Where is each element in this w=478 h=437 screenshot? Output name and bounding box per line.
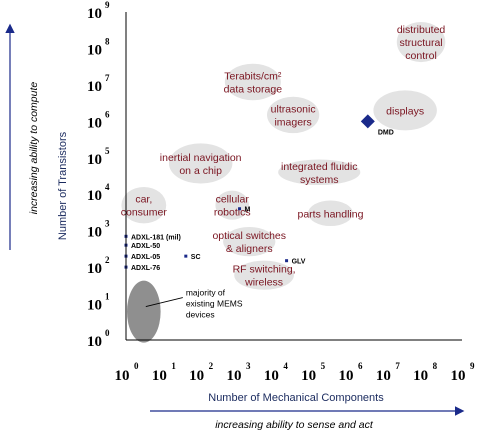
y-tick-label-5: 10 <box>87 152 102 168</box>
device-marker-1 <box>238 207 242 211</box>
x-tick-exp-2: 2 <box>209 361 214 371</box>
y-tick-exp-1: 1 <box>105 292 110 302</box>
region-label-3-1: imagers <box>274 116 311 128</box>
region-label-3-0: ultrasonic <box>271 103 316 115</box>
y-tick-label-1: 10 <box>87 298 102 314</box>
y-direction-label: increasing ability to compute <box>28 82 40 215</box>
region-blob-9 <box>223 227 276 257</box>
annotation-line-1: existing MEMS <box>186 299 243 309</box>
region-label-1-0: Terabits/cm² <box>224 71 282 83</box>
region-blob-8 <box>308 200 353 227</box>
y-tick-label-9: 10 <box>87 6 102 22</box>
y-tick-label-8: 10 <box>87 42 102 58</box>
y-tick-exp-8: 8 <box>105 36 110 46</box>
region-blob-0 <box>396 21 446 63</box>
x-tick-label-1: 10 <box>152 368 167 384</box>
y-tick-label-4: 10 <box>87 188 102 204</box>
y-tick-exp-4: 4 <box>105 182 110 192</box>
region-label-6-1: consumer <box>121 207 168 219</box>
region-label-2-0: displays <box>386 105 424 117</box>
y-axis-title: Number of Transistors <box>57 131 69 240</box>
x-tick-exp-7: 7 <box>395 361 400 371</box>
device-marker-2 <box>285 259 289 263</box>
device-label-4: ADXL-181 (mil) <box>131 234 181 241</box>
device-label-7: ADXL-76 <box>131 265 160 272</box>
region-label-5-1: systems <box>300 174 339 186</box>
y-tick-label-6: 10 <box>87 115 102 131</box>
y-tick-exp-3: 3 <box>105 219 110 229</box>
annotation-line-2: devices <box>186 310 215 320</box>
x-tick-label-3: 10 <box>227 368 242 384</box>
region-label-0-0: distributed <box>397 24 446 36</box>
x-tick-label-5: 10 <box>301 368 316 384</box>
device-label-2: GLV <box>292 259 306 266</box>
y-tick-label-2: 10 <box>87 261 102 277</box>
region-blob-1 <box>224 63 281 101</box>
region-blob-10 <box>234 260 294 290</box>
region-blob-5 <box>278 159 361 186</box>
x-tick-label-7: 10 <box>376 368 391 384</box>
region-label-0-2: control <box>405 50 437 62</box>
x-tick-label-0: 10 <box>115 368 130 384</box>
region-label-1-1: data storage <box>224 84 283 96</box>
x-direction-label: increasing ability to sense and act <box>215 419 374 431</box>
y-tick-label-7: 10 <box>87 79 102 95</box>
y-tick-exp-7: 7 <box>105 73 110 83</box>
x-tick-exp-1: 1 <box>171 361 176 371</box>
region-label-9-1: & aligners <box>226 243 273 255</box>
device-label-0: DMD <box>378 129 394 136</box>
region-label-4-1: on a chip <box>179 165 222 177</box>
region-label-10-1: wireless <box>244 277 283 289</box>
region-label-9-0: optical switches <box>212 230 286 242</box>
region-label-10-0: RF switching, <box>233 264 296 276</box>
region-label-8-0: parts handling <box>297 208 363 220</box>
region-label-7-1: robotics <box>214 207 251 219</box>
device-label-3: SC <box>191 254 201 261</box>
y-tick-exp-0: 0 <box>105 328 110 338</box>
x-tick-label-2: 10 <box>189 368 204 384</box>
x-tick-labels: 10 0 10 1 10 2 10 3 10 4 10 5 10 6 10 7 10 8 10 9 <box>115 361 476 384</box>
region-blob-3 <box>267 96 320 134</box>
x-tick-exp-6: 6 <box>358 361 363 371</box>
device-marker-3 <box>184 254 188 258</box>
x-tick-exp-8: 8 <box>433 361 438 371</box>
region-label-4-0: inertial navigation <box>160 152 242 164</box>
x-tick-label-9: 10 <box>451 368 466 384</box>
y-tick-exp-2: 2 <box>105 255 110 265</box>
device-label-6: ADXL-05 <box>131 254 160 261</box>
region-blob-2 <box>373 90 437 131</box>
y-tick-label-3: 10 <box>87 225 102 241</box>
device-label-5: ADXL-50 <box>131 243 160 250</box>
x-axis-title: Number of Mechanical Components <box>208 392 384 404</box>
region-label-0-1: structural <box>399 37 442 49</box>
y-tick-exp-5: 5 <box>105 146 110 156</box>
existing-mems-blob <box>127 280 161 343</box>
x-tick-exp-0: 0 <box>134 361 139 371</box>
annotation-line-0: majority of <box>186 288 226 298</box>
x-tick-exp-3: 3 <box>246 361 251 371</box>
x-tick-exp-9: 9 <box>470 361 475 371</box>
annotation-pointer <box>145 297 183 307</box>
device-marker-0 <box>360 114 375 129</box>
region-label-6-0: car, <box>135 194 152 206</box>
x-tick-label-4: 10 <box>264 368 279 384</box>
y-tick-exp-9: 9 <box>105 0 110 10</box>
y-tick-exp-6: 6 <box>105 109 110 119</box>
region-blob-4 <box>168 143 233 184</box>
region-blob-6 <box>121 186 167 224</box>
x-tick-exp-5: 5 <box>321 361 326 371</box>
x-tick-label-6: 10 <box>339 368 354 384</box>
existing-mems-region <box>127 280 161 343</box>
region-blob-7 <box>215 190 250 220</box>
region-label-5-0: integrated fluidic <box>281 161 357 173</box>
y-tick-label-0: 10 <box>87 334 102 350</box>
x-tick-label-8: 10 <box>413 368 428 384</box>
x-tick-exp-4: 4 <box>283 361 288 371</box>
device-label-1: M <box>245 207 251 214</box>
region-label-7-0: cellular <box>216 194 250 206</box>
